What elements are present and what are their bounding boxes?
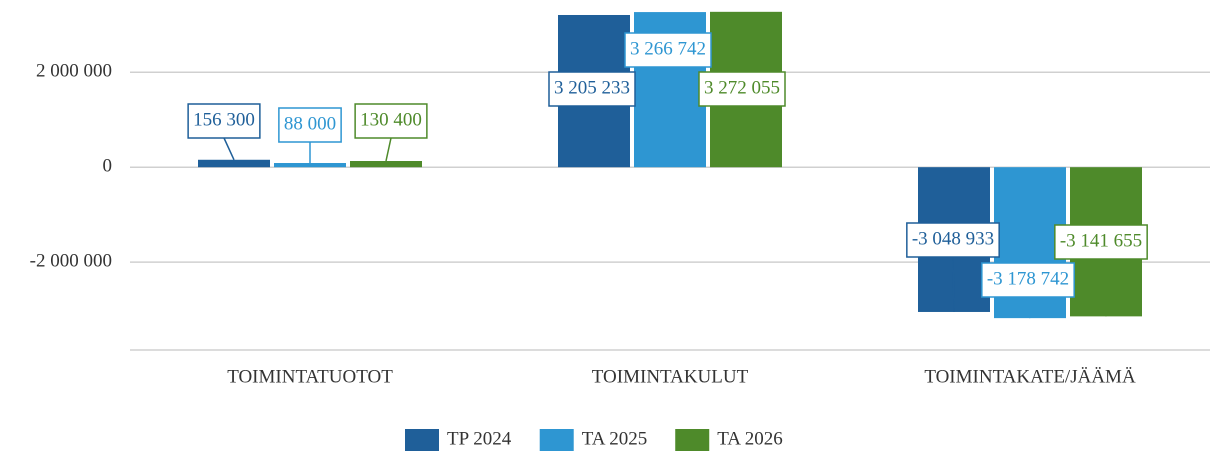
x-tick-label: TOIMINTATUOTOT xyxy=(227,366,393,387)
leader-line xyxy=(385,137,392,162)
legend-label: TP 2024 xyxy=(447,428,512,449)
leader-line xyxy=(223,137,235,161)
data-label: 3 205 233 xyxy=(554,77,630,98)
data-label: 3 266 742 xyxy=(630,38,706,59)
bar xyxy=(350,160,422,168)
leader-line xyxy=(1100,258,1107,317)
y-tick-label: -2 000 000 xyxy=(30,251,112,272)
data-label-box xyxy=(548,71,636,107)
data-label: 130 400 xyxy=(360,109,422,130)
data-label: -3 048 933 xyxy=(912,228,994,249)
leader-line xyxy=(952,256,955,312)
legend-swatch xyxy=(539,429,574,451)
data-label: -3 178 742 xyxy=(987,268,1069,289)
leader-line xyxy=(1027,296,1031,319)
data-label: 156 300 xyxy=(193,109,255,130)
data-label: 3 272 055 xyxy=(704,77,780,98)
x-tick-label: TOIMINTAKULUT xyxy=(592,366,749,387)
y-tick-label: 2 000 000 xyxy=(36,61,112,82)
y-tick-label: 0 xyxy=(103,156,113,177)
x-tick-label: TOIMINTAKATE/JÄÄMÄ xyxy=(924,366,1136,387)
bar xyxy=(274,163,346,168)
bar xyxy=(198,159,270,168)
data-label-box xyxy=(624,32,712,68)
legend-swatch xyxy=(675,429,710,451)
data-label: 88 000 xyxy=(284,113,336,134)
data-label-box xyxy=(906,222,1000,258)
legend-swatch xyxy=(405,429,439,451)
data-label-box xyxy=(698,71,786,107)
data-label-box xyxy=(1054,224,1148,260)
legend-label: TA 2025 xyxy=(582,428,648,449)
data-label: -3 141 655 xyxy=(1060,230,1142,251)
data-label-box xyxy=(354,103,428,139)
legend-label: TA 2026 xyxy=(717,428,783,449)
